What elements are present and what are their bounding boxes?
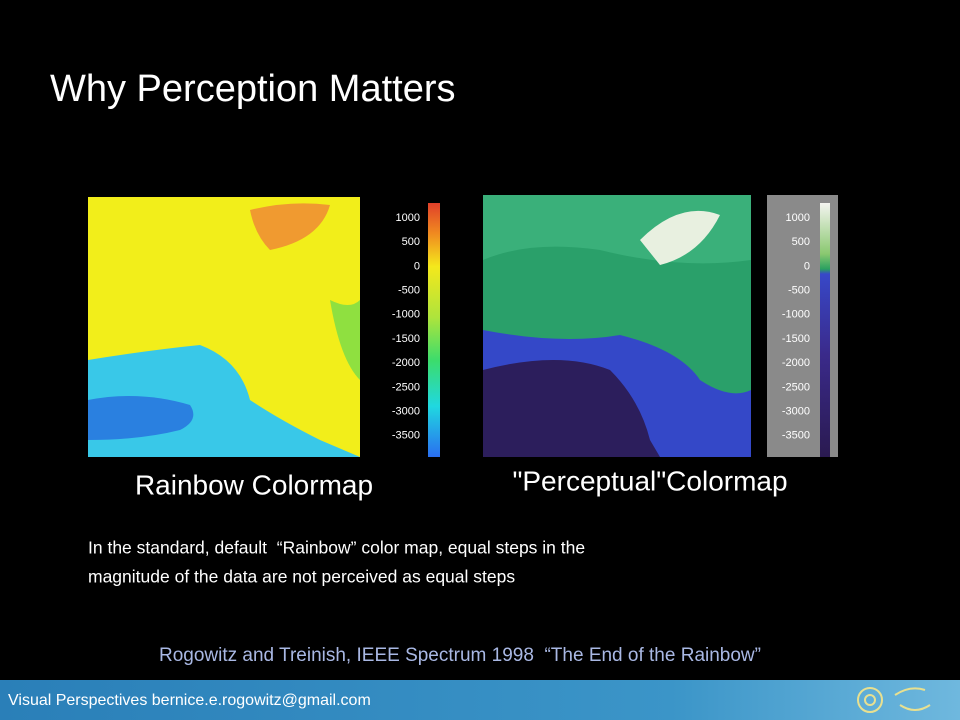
colorbar-label: -1500	[392, 333, 420, 345]
footer-text: Visual Perspectives bernice.e.rogowitz@g…	[8, 692, 371, 709]
colorbar-label: -3000	[392, 406, 420, 418]
rainbow-map	[88, 197, 360, 457]
citation: Rogowitz and Treinish, IEEE Spectrum 199…	[159, 645, 761, 666]
rainbow-colorbar	[428, 203, 440, 457]
colorbar-label: -1500	[782, 333, 810, 345]
colorbar-label: -3500	[392, 430, 420, 442]
colorbar-label: -2500	[392, 381, 420, 393]
colorbar-label: -3000	[782, 406, 810, 418]
colorbar-label: 500	[792, 236, 810, 248]
colorbar-label: -2000	[392, 357, 420, 369]
body-line: In the standard, default “Rainbow” color…	[88, 538, 585, 558]
colorbar-label: -2000	[782, 357, 810, 369]
colorbar-label: -500	[398, 285, 420, 297]
colorbar-label: 0	[804, 260, 810, 272]
body-line: magnitude of the data are not perceived …	[88, 567, 515, 587]
colorbar-label: -2500	[782, 381, 810, 393]
footer-bar	[0, 680, 960, 720]
colorbar-label: 0	[414, 260, 420, 272]
perceptual-map	[483, 195, 751, 457]
slide-title: Why Perception Matters	[50, 68, 455, 110]
colorbar-label: 1000	[786, 212, 810, 224]
colorbar-label: -3500	[782, 430, 810, 442]
perceptual-colorbar	[820, 203, 830, 457]
colorbar-label: -1000	[782, 309, 810, 321]
colorbar-label: -500	[788, 285, 810, 297]
footer-ornament	[857, 687, 931, 713]
colorbar-label: -1000	[392, 309, 420, 321]
colorbar-label: 1000	[396, 212, 420, 224]
caption: Rainbow Colormap	[135, 469, 373, 500]
caption: "Perceptual"Colormap	[512, 465, 787, 496]
colorbar-label: 500	[402, 236, 420, 248]
